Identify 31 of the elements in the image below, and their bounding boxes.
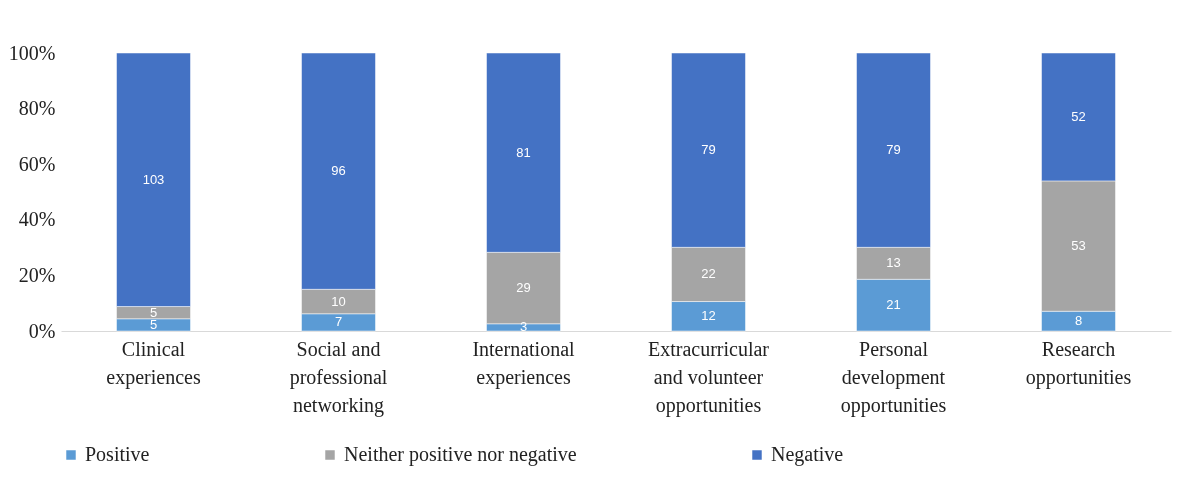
annotation: 3	[519, 319, 528, 335]
x-tick-label: Social and professional networking	[289, 337, 388, 417]
annotation: 22	[701, 266, 716, 282]
x-tick-label: Clinical experiences	[106, 337, 201, 389]
annotation: 53	[1071, 238, 1086, 254]
annotation: 103	[142, 171, 165, 187]
x-tick-label: Extracurricular and volunteer opportunities	[647, 337, 770, 417]
legend-label: Neither positive nor negative	[344, 443, 577, 466]
annotation: 29	[516, 280, 531, 296]
annotation: 8	[1074, 313, 1083, 329]
annotation: 52	[1071, 108, 1086, 124]
y-tick-label: 80%	[18, 97, 56, 120]
annotation: 13	[886, 255, 901, 271]
y-tick-label: 60%	[18, 152, 56, 175]
x-tick-label: Personal development opportunities	[840, 337, 947, 417]
x-tick-label: International experiences	[472, 337, 576, 389]
annotation: 12	[701, 308, 716, 324]
annotation: 96	[331, 163, 346, 179]
annotation: 21	[886, 297, 901, 313]
y-tick-label: 20%	[18, 263, 56, 286]
y-tick-label: 40%	[18, 208, 56, 231]
annotation: 79	[701, 142, 716, 158]
y-tick-label: 0%	[28, 319, 56, 342]
legend-label: Negative	[771, 443, 844, 466]
x-tick-label: Research opportunities	[1025, 337, 1132, 389]
annotation: 79	[886, 142, 901, 158]
annotation: 81	[516, 144, 531, 160]
legend-label: Positive	[85, 443, 150, 465]
y-tick-label: 100%	[8, 41, 56, 64]
annotation: 7	[334, 314, 343, 330]
annotation: 10	[331, 293, 346, 309]
